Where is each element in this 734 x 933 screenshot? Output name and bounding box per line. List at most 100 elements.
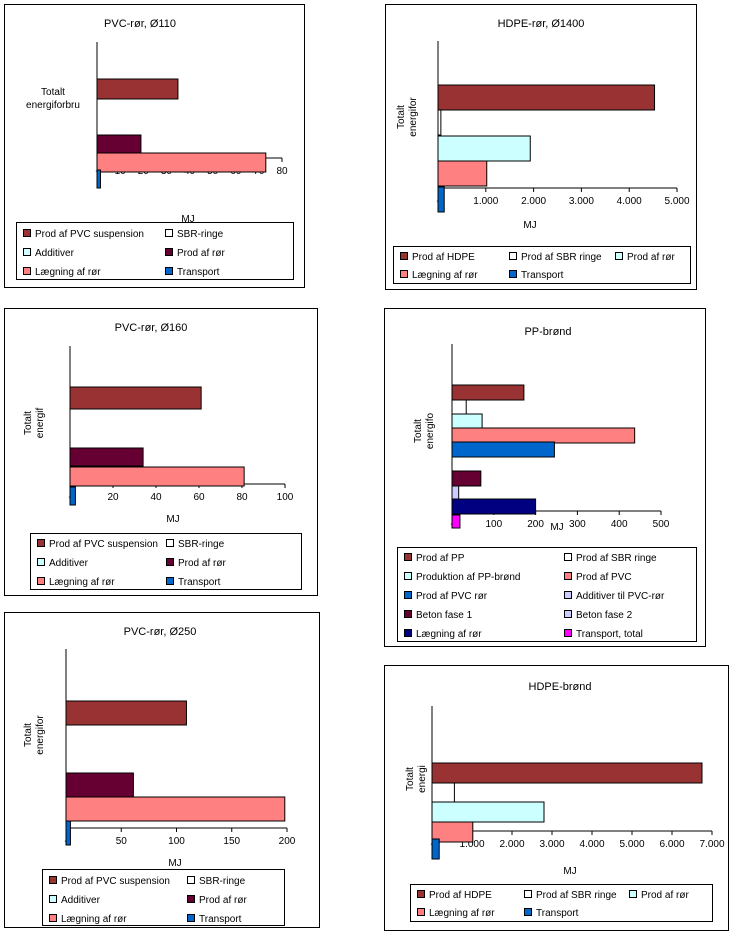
- x-tick-label: 100: [277, 492, 294, 503]
- x-tick-label: 6.000: [659, 839, 684, 850]
- legend-label: Prod af PVC suspension: [61, 876, 170, 887]
- legend-pp-broend: Prod af PP Prod af SBR ringe Produktion af…: [397, 547, 697, 642]
- bar-prod-af-sbr-ringe: [437, 109, 442, 136]
- legend-swatch: [165, 248, 173, 256]
- bar-lægning-af-rør: [431, 821, 474, 843]
- legend-item: Prod af SBR ringe: [509, 252, 602, 264]
- x-tick-label: 40: [150, 492, 162, 503]
- legend-swatch: [166, 539, 174, 547]
- chart-title: PVC-rør, Ø250: [124, 626, 197, 638]
- y-axis-label: Totalt energiforbru: [26, 87, 80, 111]
- x-axis-label: MJ: [563, 866, 576, 877]
- y-axis-label-line: Totalt: [41, 87, 65, 98]
- chart-title: HDPE-brønd: [529, 681, 592, 693]
- bar-prod-af-pp: [451, 384, 525, 401]
- legend-swatch: [404, 629, 412, 637]
- chart-svg-pvc-110: PVC-rør, Ø110-1020304050607080MJTotalten…: [26, 18, 288, 225]
- legend-label: Transport: [178, 577, 221, 588]
- bar-lægning-af-rør: [69, 466, 245, 487]
- legend-item: Transport: [187, 914, 241, 926]
- legend-swatch: [165, 229, 173, 237]
- legend-swatch: [400, 252, 408, 260]
- bar-prod-af-rør: [437, 135, 531, 162]
- legend-swatch: [629, 890, 637, 898]
- bar-prod-af-rør: [431, 801, 545, 823]
- legend-item: Prod af rør: [629, 890, 689, 902]
- legend-swatch: [417, 890, 425, 898]
- legend-label: Prod af SBR ringe: [576, 553, 657, 564]
- legend-label: Prod af rør: [178, 558, 226, 569]
- legend-item: Additiver til PVC-rør: [564, 591, 664, 603]
- chart-title: PP-brønd: [524, 326, 571, 338]
- x-tick-label: 1.000: [459, 839, 484, 850]
- y-axis-label-line: Totalt: [396, 105, 407, 129]
- y-axis-label-line: energif: [35, 407, 46, 438]
- bar-prod-af-pvc-rør: [451, 441, 555, 458]
- legend-swatch: [49, 895, 57, 903]
- x-tick-label: 3.000: [539, 839, 564, 850]
- x-tick-label: 300: [569, 519, 586, 530]
- legend-item: Prod af HDPE: [417, 890, 492, 902]
- legend-swatch: [564, 591, 572, 599]
- x-tick-label: 20: [107, 492, 119, 503]
- x-tick-label: 5.000: [664, 196, 689, 207]
- legend-item: Lægning af rør: [37, 577, 115, 589]
- legend-swatch: [417, 908, 425, 916]
- legend-swatch: [615, 252, 623, 260]
- legend-pvc-110: Prod af PVC suspension SBR-ringe Additiver…: [16, 222, 294, 280]
- bar-transport: [96, 169, 101, 189]
- legend-item: Prod af rør: [187, 895, 247, 907]
- y-axis-label: Totaltenergifo: [413, 412, 436, 449]
- legend-item: Additiver: [49, 895, 100, 907]
- legend-swatch: [400, 270, 408, 278]
- x-tick-label: 60: [193, 492, 205, 503]
- legend-swatch: [37, 539, 45, 547]
- legend-item: Prod af SBR ringe: [524, 890, 617, 902]
- legend-label: Transport: [177, 267, 220, 278]
- x-tick-label: 3.000: [569, 196, 594, 207]
- bar-transport-total: [451, 514, 461, 529]
- legend-item: Prod af rør: [165, 248, 225, 260]
- bar-prod-af-hdpe: [431, 762, 703, 784]
- x-axis-label: MJ: [550, 522, 563, 533]
- chart-svg-hdpe-broend: HDPE-brønd-1.0002.0003.0004.0005.0006.00…: [405, 681, 725, 877]
- legend-item: Lægning af rør: [417, 908, 495, 920]
- legend-swatch: [187, 895, 195, 903]
- chart-panel-hdpe-broend: HDPE-brønd-1.0002.0003.0004.0005.0006.00…: [384, 665, 729, 931]
- legend-label: Produktion af PP-brønd: [416, 572, 521, 583]
- chart-panel-pvc-110: PVC-rør, Ø110-1020304050607080MJTotalten…: [4, 4, 305, 288]
- legend-item: SBR-ringe: [166, 539, 224, 551]
- legend-swatch: [187, 876, 195, 884]
- legend-item: Prod af PVC: [564, 572, 632, 584]
- legend-label: Lægning af rør: [35, 267, 101, 278]
- chart-title: PVC-rør, Ø110: [104, 18, 176, 30]
- legend-swatch: [23, 229, 31, 237]
- legend-item: Beton fase 1: [404, 610, 472, 622]
- legend-swatch: [404, 591, 412, 599]
- legend-label: Prod af rør: [199, 895, 247, 906]
- legend-item: Prod af rør: [166, 558, 226, 570]
- legend-swatch: [564, 553, 572, 561]
- legend-swatch: [165, 267, 173, 275]
- legend-label: SBR-ringe: [178, 539, 225, 550]
- x-tick-label: 5.000: [619, 839, 644, 850]
- chart-panel-hdpe-1400: HDPE-rør, Ø1400-1.0002.0003.0004.0005.00…: [385, 4, 697, 290]
- x-axis-label: MJ: [166, 514, 179, 525]
- x-tick-label: 1.000: [473, 196, 498, 207]
- legend-swatch: [564, 610, 572, 618]
- bar-prod-af-sbr-ringe: [431, 782, 455, 804]
- legend-item: SBR-ringe: [187, 876, 245, 888]
- legend-label: Prod af PVC: [576, 572, 632, 583]
- legend-label: Lægning af rør: [416, 629, 482, 640]
- chart-title: PVC-rør, Ø160: [115, 322, 188, 334]
- legend-swatch: [23, 267, 31, 275]
- legend-item: Lægning af rør: [23, 267, 101, 279]
- legend-swatch: [49, 876, 57, 884]
- legend-swatch: [187, 914, 195, 922]
- chart-panel-pp-broend: PP-brønd-100200300400500MJTotaltenergifo…: [384, 308, 706, 647]
- legend-label: Additiver: [49, 558, 88, 569]
- y-axis-label-line: Totalt: [405, 767, 416, 791]
- x-tick-label: 150: [223, 836, 240, 847]
- legend-swatch: [166, 558, 174, 566]
- x-tick-label: 200: [279, 836, 296, 847]
